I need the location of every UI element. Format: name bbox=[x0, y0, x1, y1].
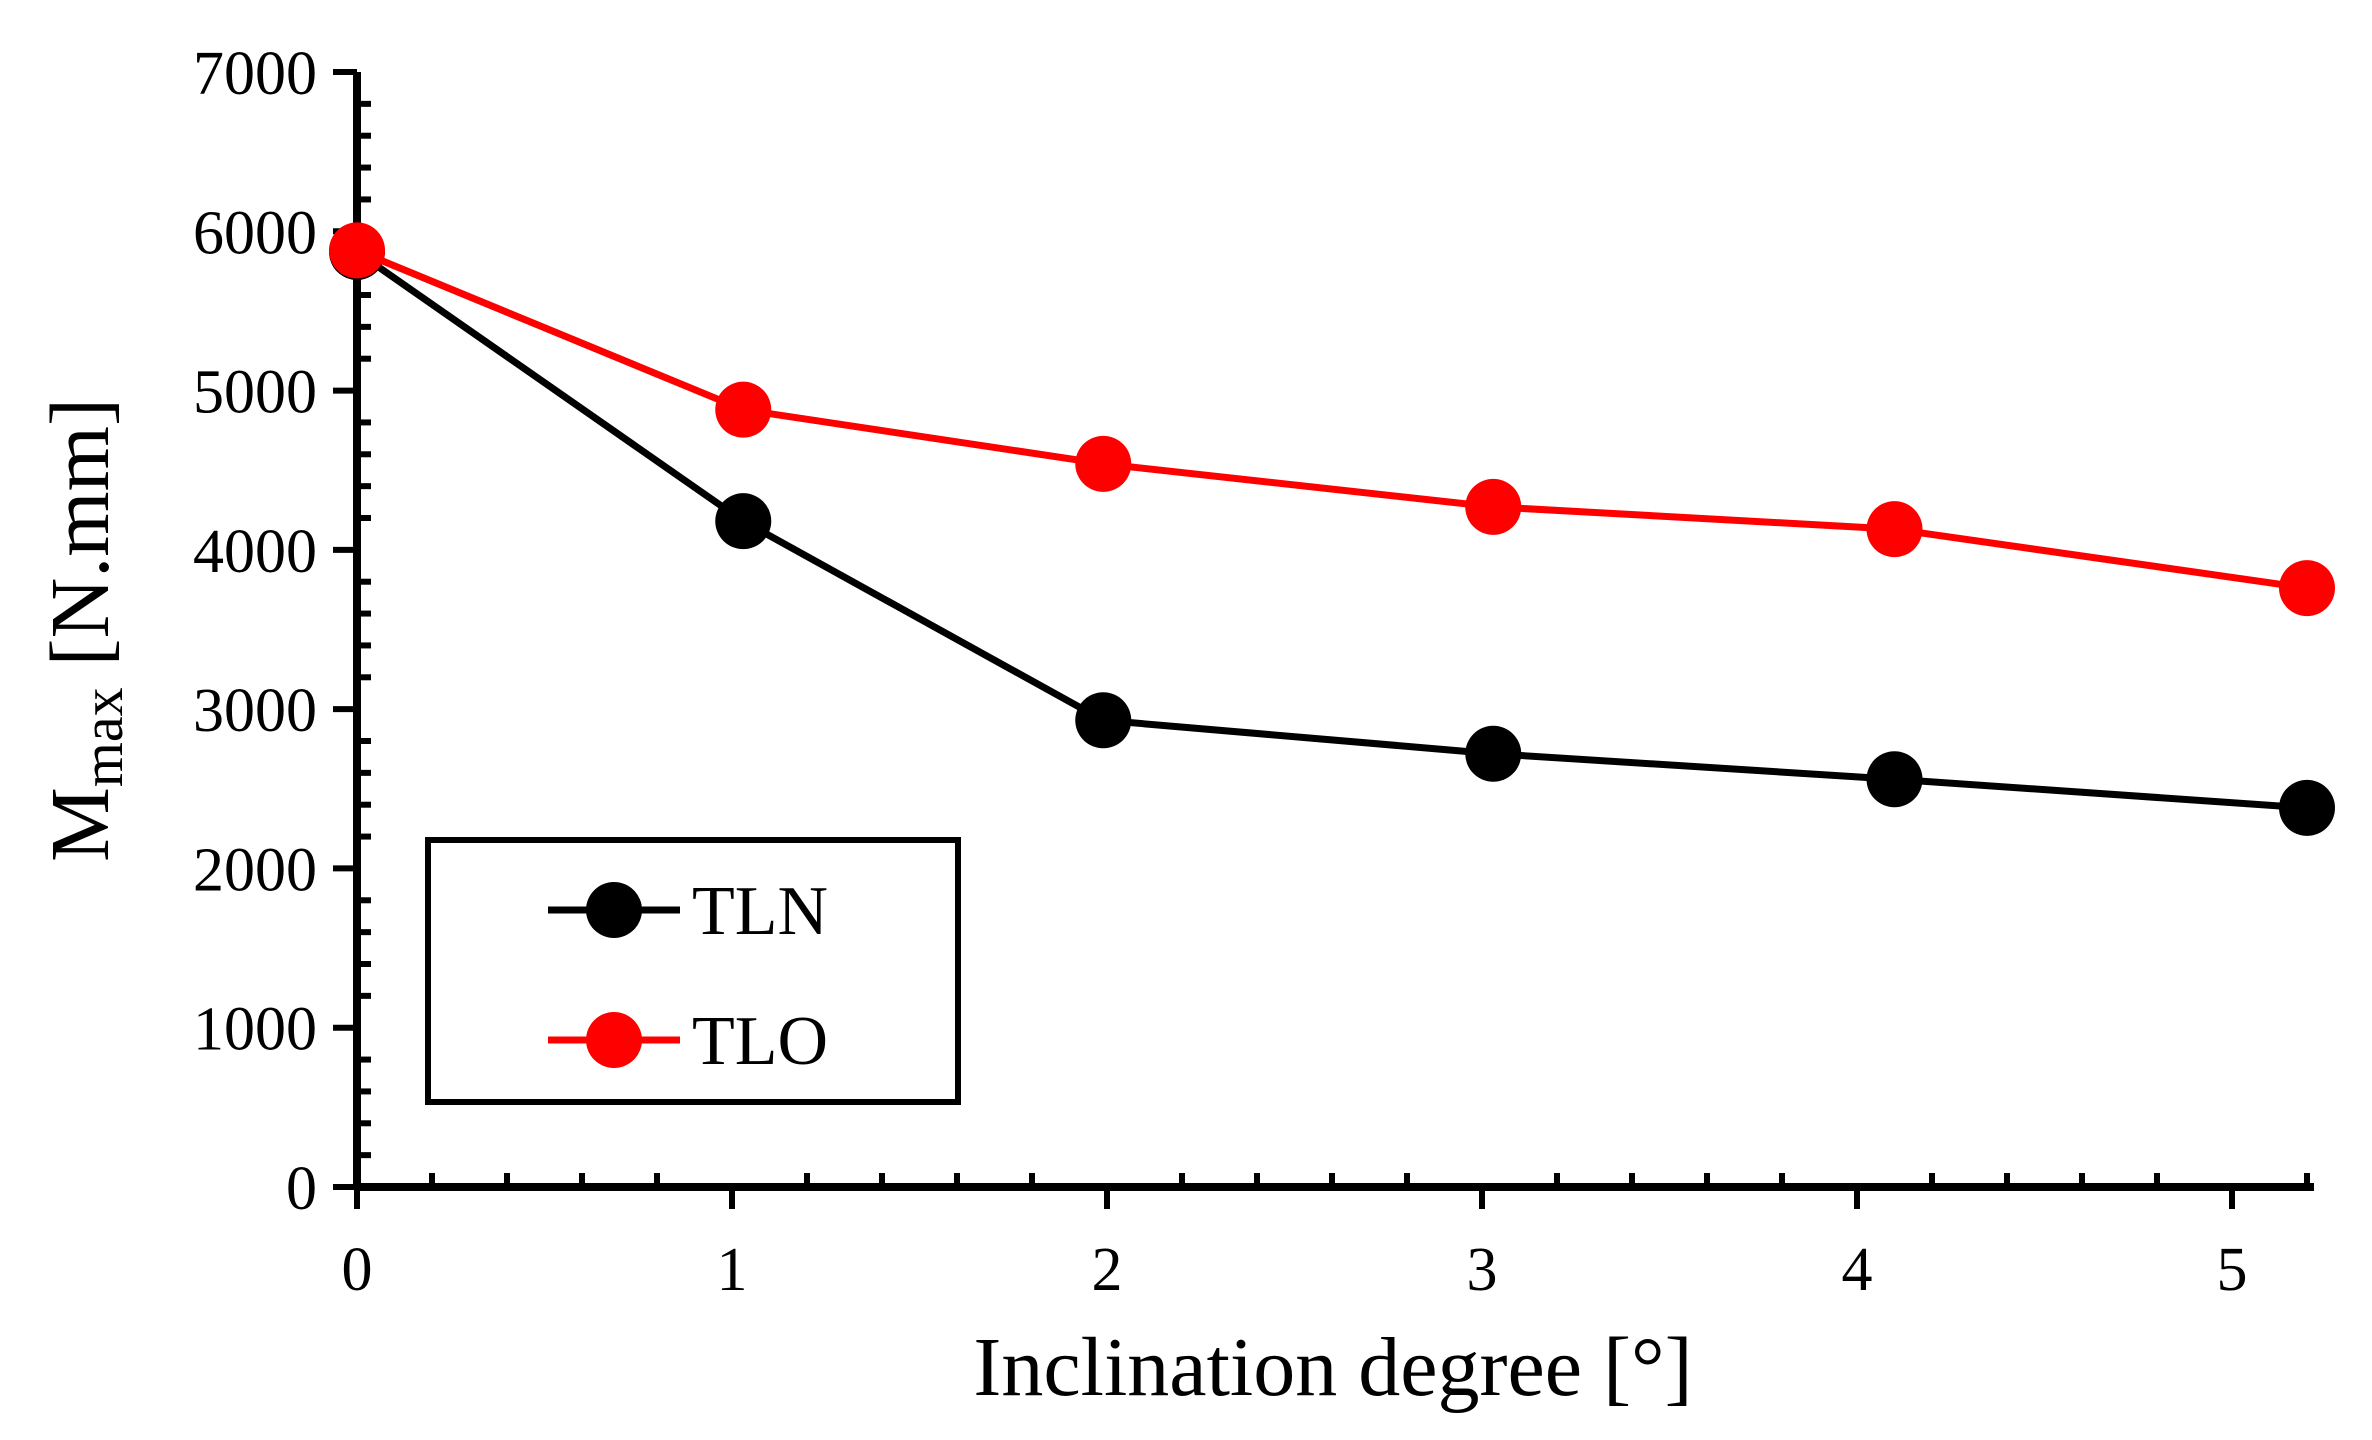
legend: TLN TLO bbox=[425, 837, 961, 1105]
data-point-tln bbox=[1866, 751, 1923, 808]
series-line-tln bbox=[354, 249, 2308, 812]
y-tick-label: 4000 bbox=[193, 518, 317, 586]
x-tick-label: 5 bbox=[2217, 1236, 2248, 1304]
data-point-tlo bbox=[715, 381, 772, 438]
data-point-tlo bbox=[1866, 501, 1923, 558]
y-axis-title-subscript: max bbox=[70, 687, 135, 787]
legend-label: TLN bbox=[692, 873, 828, 950]
data-point-tlo bbox=[329, 222, 385, 279]
data-point-tln bbox=[715, 493, 772, 550]
y-tick-label: 7000 bbox=[193, 40, 317, 108]
y-axis-title: Mmax [N.mm] bbox=[34, 398, 135, 862]
y-tick-label: 2000 bbox=[193, 836, 317, 904]
series-tlo bbox=[329, 222, 2335, 617]
y-tick-label: 1000 bbox=[193, 996, 317, 1064]
legend-label: TLO bbox=[692, 1003, 828, 1080]
data-point-tln bbox=[1465, 725, 1522, 782]
x-axis-title: Inclination degree [°] bbox=[973, 1321, 1692, 1414]
legend-item-tln: TLN bbox=[548, 873, 828, 950]
legend-box bbox=[425, 837, 961, 1105]
legend-swatch-marker bbox=[586, 882, 642, 938]
y-ticks: 0 1000 2000 3000 4000 5000 6000 7000 bbox=[193, 40, 371, 1223]
x-tick-label: 4 bbox=[1842, 1236, 1873, 1304]
x-tick-label: 2 bbox=[1092, 1236, 1123, 1304]
data-point-tlo bbox=[2279, 560, 2335, 617]
y-tick-label: 5000 bbox=[193, 359, 317, 427]
legend-item-tlo: TLO bbox=[548, 1003, 828, 1080]
data-point-tlo bbox=[1075, 435, 1132, 492]
data-point-tlo bbox=[1465, 478, 1522, 535]
y-tick-label: 0 bbox=[286, 1155, 317, 1223]
y-tick-label: 3000 bbox=[193, 677, 317, 745]
y-axis-title-unit: [N.mm] bbox=[34, 398, 127, 687]
x-tick-label: 0 bbox=[342, 1236, 373, 1304]
legend-swatch-marker bbox=[586, 1012, 642, 1068]
x-tick-label: 3 bbox=[1467, 1236, 1498, 1304]
legend-items: TLN TLO bbox=[548, 873, 828, 1080]
series-line-tlo bbox=[355, 247, 2308, 592]
x-ticks: 0 1 2 3 4 5 bbox=[342, 1173, 2310, 1304]
series-layer bbox=[329, 222, 2335, 836]
data-point-tln bbox=[1075, 692, 1132, 749]
y-axis-title-main: M bbox=[34, 787, 127, 862]
data-point-tln bbox=[2279, 779, 2335, 836]
y-tick-label: 6000 bbox=[193, 199, 317, 267]
x-tick-label: 1 bbox=[717, 1236, 748, 1304]
